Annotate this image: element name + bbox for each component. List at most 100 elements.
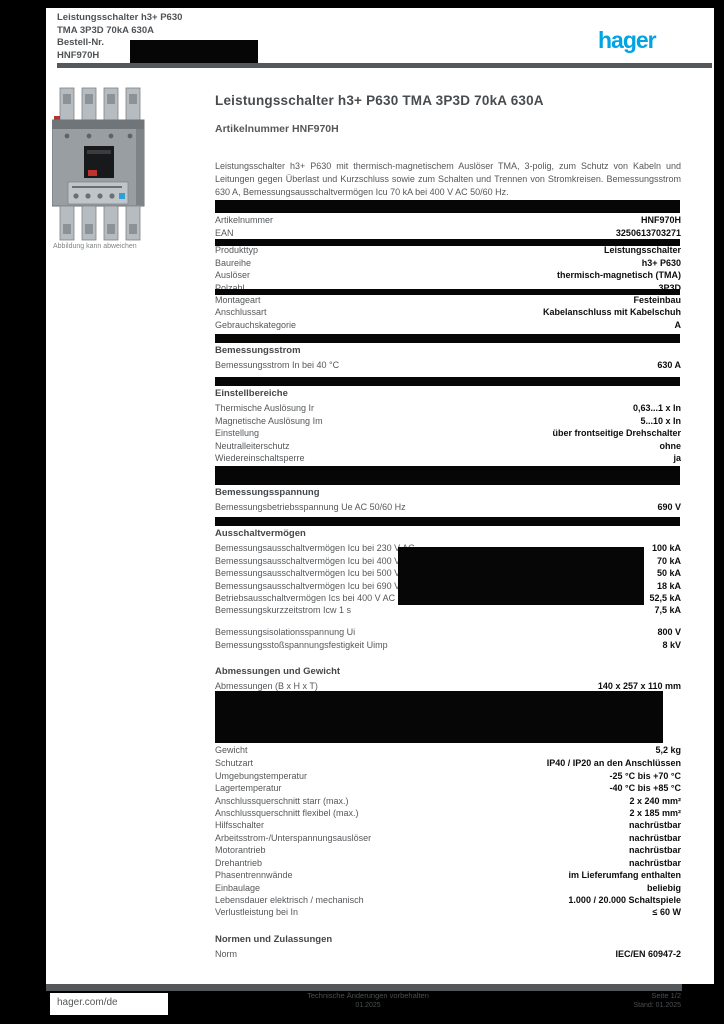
spec-row: Phasentrennwände im Lieferumfang enthalte… — [215, 869, 681, 881]
spec-label: Einstellung — [215, 428, 260, 439]
spec-row: Bemessungskurzzeitstrom Icw 1 s 7,5 kA — [215, 604, 681, 616]
spec-label: Drehantrieb — [215, 857, 263, 868]
spec-label: Hilfsschalter — [215, 820, 265, 831]
dark-bar — [215, 334, 680, 343]
spec-label: Betriebsausschaltvermögen Ics bei 400 V … — [215, 592, 396, 603]
spec-label: Anschlussquerschnitt flexibel (max.) — [215, 807, 359, 818]
dark-bar — [398, 547, 644, 605]
spec-label: Bemessungsbetriebsspannung Ue AC 50/60 H… — [215, 502, 406, 513]
spec-label: Schutzart — [215, 758, 254, 769]
spec-value: 3250613703271 — [615, 227, 681, 238]
spec-value: über frontseitige Drehschalter — [552, 428, 681, 439]
spec-value: 0,63...1 x In — [632, 403, 681, 414]
spec-label: Anschlussquerschnitt starr (max.) — [215, 795, 349, 806]
footer-date: 01.2025 — [355, 1002, 381, 1009]
spec-row: Bemessungsausschaltvermögen Icu bei 230 … — [215, 542, 681, 554]
header-line: Leistungsschalter h3+ P630 — [57, 12, 183, 23]
spec-value: thermisch-magnetisch (TMA) — [556, 270, 681, 281]
spec-label: Gebrauchskategorie — [215, 319, 297, 330]
product-image — [51, 86, 148, 249]
spec-row: Motorantrieb nachrüstbar — [215, 844, 681, 856]
page-title: Leistungsschalter h3+ P630 TMA 3P3D 70kA… — [215, 93, 544, 108]
spec-label: Abmessungen (B x H x T) — [215, 681, 318, 692]
spec-row: Bemessungsausschaltvermögen Icu bei 690 … — [215, 579, 681, 591]
spec-row: Baureihe h3+ P630 — [215, 256, 681, 268]
section-heading: Bemessungsspannung — [215, 487, 320, 498]
spec-label: Anschlussart — [215, 307, 267, 318]
spec-value: 1.000 / 20.000 Schaltspiele — [568, 895, 681, 906]
spec-value: 690 V — [657, 502, 681, 513]
spec-row: Bemessungsausschaltvermögen Icu bei 500 … — [215, 567, 681, 579]
spec-row: Bemessungsausschaltvermögen Icu bei 400 … — [215, 554, 681, 566]
header-black-badge — [130, 40, 258, 66]
spec-value: 2 x 240 mm² — [629, 795, 681, 806]
spec-row: Bemessungsstrom In bei 40 °C 630 A — [215, 359, 681, 371]
spec-label: Gewicht — [215, 745, 248, 756]
dark-bar — [215, 691, 663, 743]
section-heading: Abmessungen und Gewicht — [215, 666, 341, 677]
spec-value: 52,5 kA — [649, 592, 681, 603]
spec-row: Wiedereinschaltsperre ja — [215, 452, 681, 464]
spec-value: 140 x 257 x 110 mm — [597, 681, 681, 692]
spec-value: nachrüstbar — [628, 820, 681, 831]
spec-label: Wiedereinschaltsperre — [215, 452, 305, 463]
header-line: TMA 3P3D 70kA 630A — [57, 24, 154, 36]
spec-label: EAN — [215, 227, 234, 238]
spec-value: Leistungsschalter — [603, 245, 681, 256]
dark-bar — [215, 466, 680, 485]
spec-value: nachrüstbar — [628, 832, 681, 843]
spec-value: nachrüstbar — [628, 857, 681, 868]
spec-value: 100 kA — [651, 543, 681, 554]
spec-row: Norm IEC/EN 60947-2 — [215, 948, 681, 960]
spec-row: Artikelnummer HNF970H — [215, 214, 681, 226]
mccb-illustration — [51, 87, 145, 241]
hager-logo: hager — [598, 27, 657, 53]
header-line: HNF970H — [57, 49, 100, 61]
spec-row: Hilfsschalter nachrüstbar — [215, 819, 681, 831]
spec-value: IEC/EN 60947-2 — [615, 949, 681, 960]
spec-label: Auslöser — [215, 270, 251, 281]
spec-section: Bemessungsisolationsspannung Ui 800 V Beme… — [215, 626, 681, 651]
spec-value: 5,2 kg — [655, 745, 681, 756]
spec-section: Ausschaltvermögen Bemessungsausschaltverm… — [215, 528, 681, 617]
spec-label: Magnetische Auslösung Im — [215, 415, 323, 426]
footer-center-note: Technische Änderungen vorbehalten 01.202… — [283, 991, 453, 1010]
footer-website-box[interactable]: hager.com/de — [50, 993, 168, 1015]
spec-row: Produkttyp Leistungsschalter — [215, 244, 681, 256]
spec-value: 800 V — [657, 627, 681, 638]
spec-value: h3+ P630 — [641, 257, 681, 268]
spec-value: ≤ 60 W — [652, 907, 681, 918]
spec-value: 2 x 185 mm² — [629, 807, 681, 818]
spec-row: Betriebsausschaltvermögen Ics bei 400 V … — [215, 592, 681, 604]
spec-label: Artikelnummer — [215, 215, 274, 226]
spec-value: 70 kA — [656, 555, 681, 566]
spec-row: Thermische Auslösung Ir 0,63...1 x In — [215, 402, 681, 414]
section-heading: Einstellbereiche — [215, 388, 288, 399]
spec-row: Lagertemperatur -40 °C bis +85 °C — [215, 782, 681, 794]
spec-value: beliebig — [646, 882, 681, 893]
spec-label: Verlustleistung bei In — [215, 907, 299, 918]
dark-bar — [215, 200, 680, 213]
footer-website-link[interactable]: hager.com/de — [57, 997, 118, 1008]
spec-row: Bemessungsisolationsspannung Ui 800 V — [215, 626, 681, 638]
spec-value: im Lieferumfang enthalten — [568, 870, 681, 881]
spec-label: Norm — [215, 949, 237, 960]
spec-row: EAN 3250613703271 — [215, 226, 681, 238]
dark-bar — [215, 517, 680, 526]
spec-row: Lebensdauer elektrisch / mechanisch 1.000… — [215, 894, 681, 906]
spec-row: Verlustleistung bei In ≤ 60 W — [215, 906, 681, 918]
dark-bar — [215, 377, 680, 386]
spec-value: 50 kA — [656, 568, 681, 579]
product-description: Leistungsschalter h3+ P630 mit thermisch… — [215, 161, 681, 197]
footer-disclaimer: Technische Änderungen vorbehalten — [307, 991, 429, 1000]
spec-row: Gebrauchskategorie A — [215, 319, 681, 331]
spec-value: 7,5 kA — [654, 605, 681, 616]
spec-value: Kabelanschluss mit Kabelschuh — [542, 307, 681, 318]
spec-value: HNF970H — [640, 215, 681, 226]
footer-page-number: Seite 1/2 — [651, 991, 681, 1000]
spec-section: Gewicht 5,2 kg — [215, 744, 681, 756]
spec-section: Bemessungsstrom Bemessungsstrom In bei 40… — [215, 345, 681, 371]
spec-label: Einbaulage — [215, 882, 261, 893]
spec-label: Baureihe — [215, 257, 252, 268]
spec-label: Umgebungstemperatur — [215, 770, 308, 781]
